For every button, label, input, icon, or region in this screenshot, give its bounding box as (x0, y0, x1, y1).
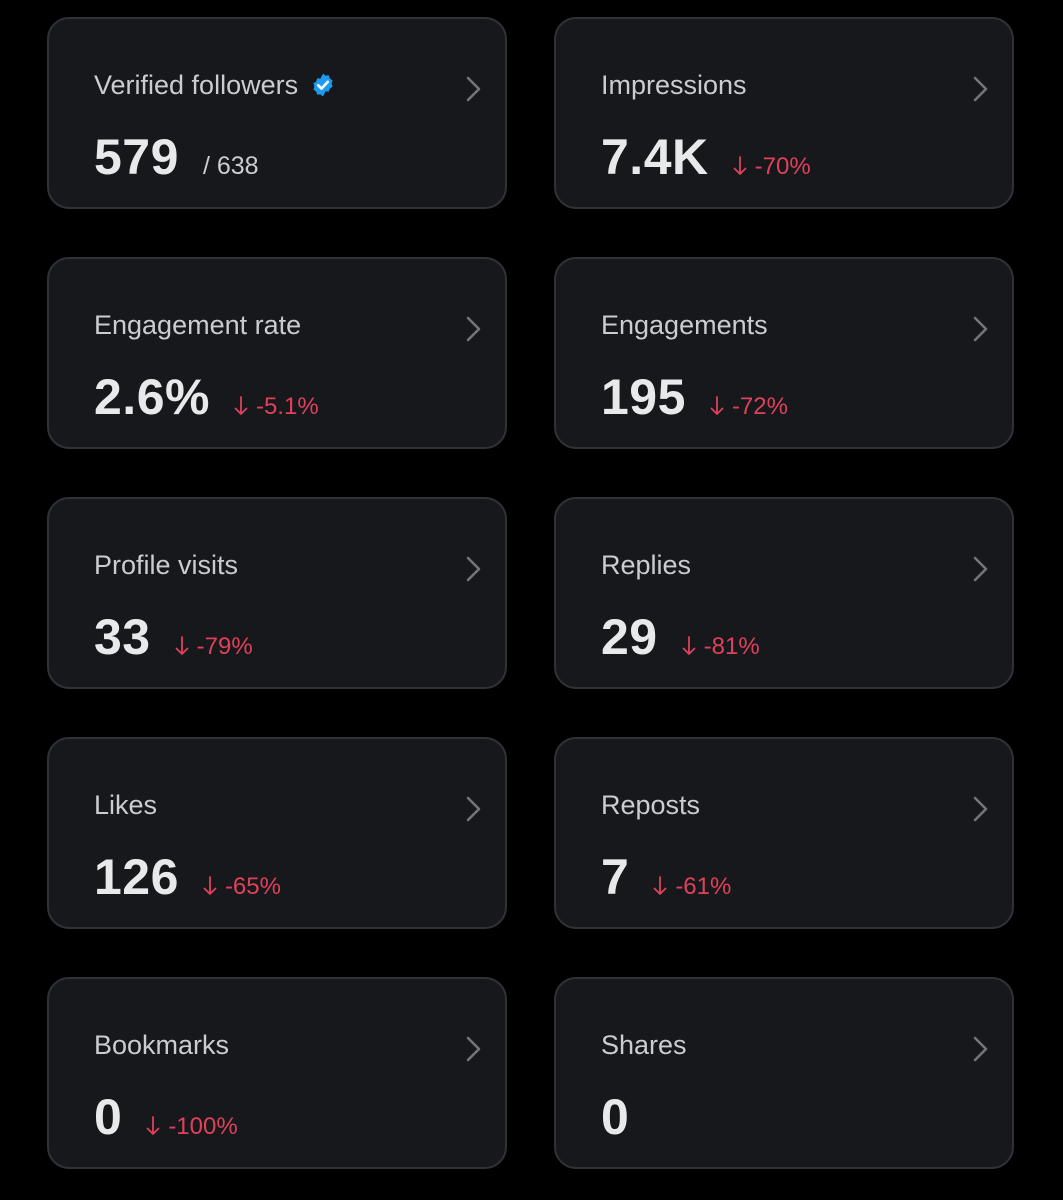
chevron-right-icon[interactable] (465, 795, 483, 823)
metric-delta: -81% (682, 633, 760, 661)
metric-delta: -100% (146, 1113, 238, 1141)
chevron-right-icon[interactable] (972, 795, 990, 823)
card-title-label: Likes (94, 790, 158, 820)
arrow-down-icon (175, 636, 189, 655)
metric-delta-value: -100% (168, 1113, 238, 1140)
metric-delta-value: -81% (703, 633, 760, 660)
metric-value: 0 (601, 1089, 630, 1145)
card-title-label: Profile visits (94, 550, 239, 580)
card-title-label: Replies (601, 550, 692, 580)
card-likes[interactable]: Likes 126 -65% (47, 737, 507, 929)
value-row: 195 -72% (601, 369, 788, 425)
chevron-right-icon[interactable] (972, 1035, 990, 1063)
chevron-right-icon[interactable] (972, 555, 990, 583)
card-title: Verified followers (94, 69, 336, 101)
metric-delta: -70% (733, 153, 811, 181)
value-row: 7.4K -70% (601, 129, 811, 185)
card-profile-visits[interactable]: Profile visits 33 -79% (47, 497, 507, 689)
metric-value: 195 (601, 369, 686, 425)
arrow-down-icon (710, 396, 724, 415)
card-shares[interactable]: Shares 0 (554, 977, 1014, 1169)
card-verified-followers[interactable]: Verified followers 579 / 638 (47, 17, 507, 209)
card-engagement-rate[interactable]: Engagement rate 2.6% -5.1% (47, 257, 507, 449)
metric-value: 0 (94, 1089, 123, 1145)
card-impressions[interactable]: Impressions 7.4K -70% (554, 17, 1014, 209)
metric-delta-value: -70% (754, 153, 811, 180)
metric-delta: -72% (710, 393, 788, 421)
chevron-right-icon[interactable] (465, 1035, 483, 1063)
card-title-label: Bookmarks (94, 1030, 230, 1060)
metric-delta: -79% (175, 633, 253, 661)
value-row: 0 -100% (94, 1089, 238, 1145)
value-row: 33 -79% (94, 609, 253, 665)
chevron-right-icon[interactable] (465, 75, 483, 103)
card-title: Reposts (601, 789, 700, 821)
value-row: 0 (601, 1089, 629, 1145)
metric-delta-value: -72% (731, 393, 788, 420)
card-title-label: Reposts (601, 790, 701, 820)
card-title-label: Shares (601, 1030, 687, 1060)
card-title-label: Verified followers (94, 70, 299, 100)
value-row: 126 -65% (94, 849, 281, 905)
card-title-label: Engagement rate (94, 310, 302, 340)
arrow-down-icon (234, 396, 248, 415)
chevron-right-icon[interactable] (465, 555, 483, 583)
metric-delta-value: -61% (675, 873, 732, 900)
card-title: Shares (601, 1029, 687, 1061)
arrow-down-icon (733, 156, 747, 175)
metric-delta: -61% (653, 873, 731, 901)
metric-value: 29 (601, 609, 658, 665)
arrow-down-icon (682, 636, 696, 655)
verified-badge-icon (310, 72, 336, 98)
metric-delta-value: -79% (196, 633, 253, 660)
card-title-label: Impressions (601, 70, 747, 100)
card-title: Profile visits (94, 549, 238, 581)
metric-value: 2.6% (94, 369, 210, 425)
metric-value: 7 (601, 849, 630, 905)
metric-delta-value: -5.1% (255, 393, 319, 420)
value-row: 29 -81% (601, 609, 760, 665)
arrow-down-icon (146, 1116, 160, 1135)
value-row: 7 -61% (601, 849, 731, 905)
metric-delta: -65% (203, 873, 281, 901)
metric-value: 33 (94, 609, 151, 665)
chevron-right-icon[interactable] (972, 75, 990, 103)
card-title-label: Engagements (601, 310, 768, 340)
metric-value: 7.4K (601, 129, 709, 185)
card-title: Impressions (601, 69, 747, 101)
chevron-right-icon[interactable] (972, 315, 990, 343)
chevron-right-icon[interactable] (465, 315, 483, 343)
value-row: 579 / 638 (94, 129, 259, 185)
metric-value: 579 (94, 129, 179, 185)
card-bookmarks[interactable]: Bookmarks 0 -100% (47, 977, 507, 1169)
card-engagements[interactable]: Engagements 195 -72% (554, 257, 1014, 449)
card-title: Engagements (601, 309, 768, 341)
card-title: Replies (601, 549, 691, 581)
arrow-down-icon (203, 876, 217, 895)
metric-total: / 638 (202, 152, 259, 180)
card-title: Engagement rate (94, 309, 301, 341)
metric-delta-value: -65% (224, 873, 281, 900)
card-replies[interactable]: Replies 29 -81% (554, 497, 1014, 689)
card-reposts[interactable]: Reposts 7 -61% (554, 737, 1014, 929)
card-title: Likes (94, 789, 157, 821)
metric-delta: -5.1% (234, 393, 319, 421)
arrow-down-icon (653, 876, 667, 895)
metric-value: 126 (94, 849, 179, 905)
value-row: 2.6% -5.1% (94, 369, 319, 425)
card-title: Bookmarks (94, 1029, 229, 1061)
